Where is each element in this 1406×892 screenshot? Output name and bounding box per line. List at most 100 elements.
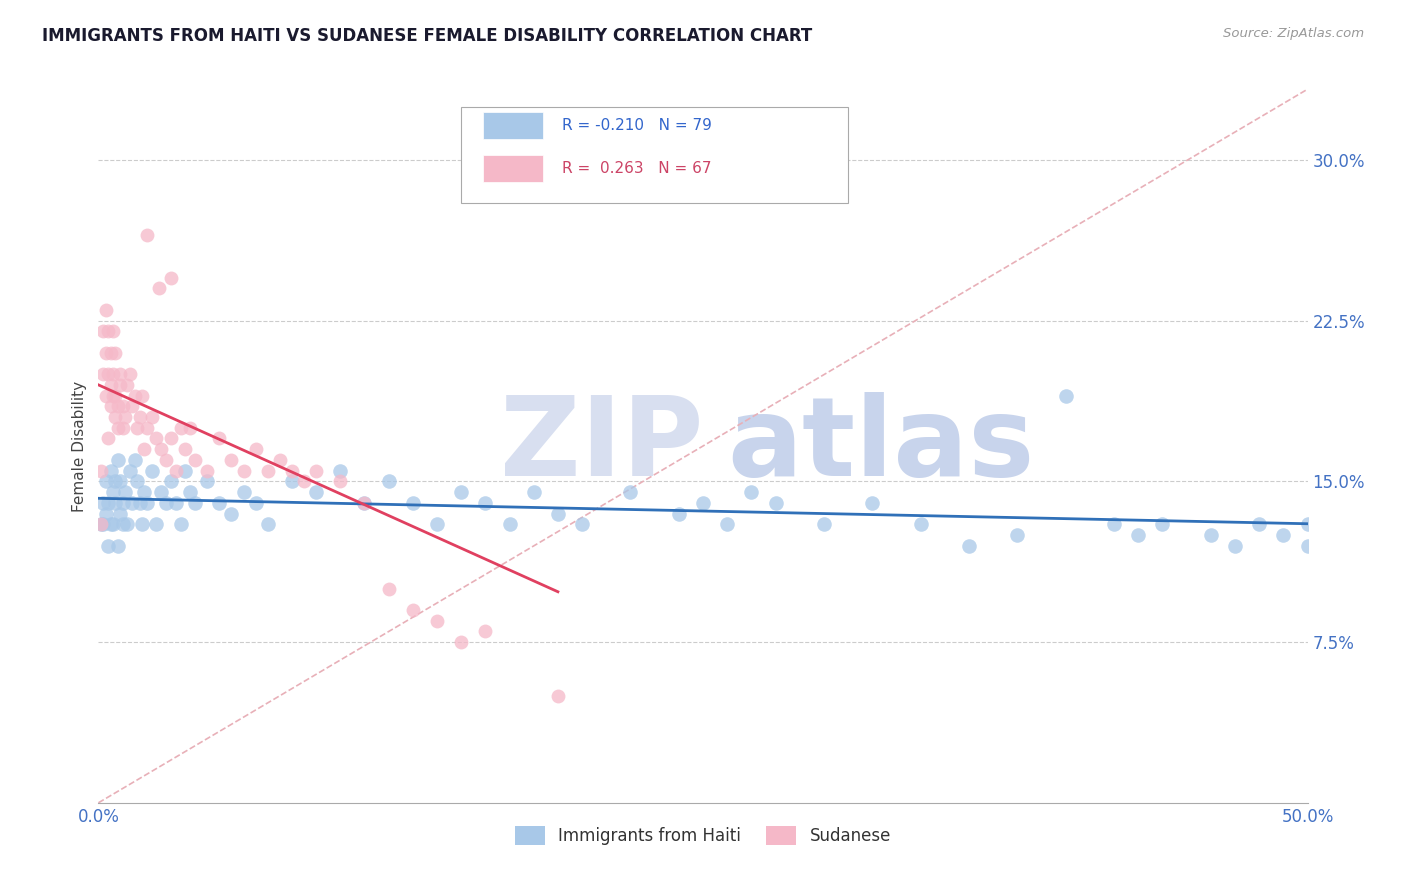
Point [169, 517, 191, 532]
Text: Source: ZipAtlas.com: Source: ZipAtlas.com [1223, 27, 1364, 40]
Point [114, 410, 136, 425]
Point [134, 485, 156, 500]
Point [141, 410, 163, 425]
Point [117, 378, 139, 392]
Text: IMMIGRANTS FROM HAITI VS SUDANESE FEMALE DISABILITY CORRELATION CHART: IMMIGRANTS FROM HAITI VS SUDANESE FEMALE… [42, 27, 813, 45]
FancyBboxPatch shape [461, 107, 848, 203]
Point [91, 368, 114, 382]
Point [101, 324, 124, 338]
Point [195, 464, 218, 478]
Point [145, 432, 167, 446]
Point [474, 496, 496, 510]
Point [145, 517, 167, 532]
Point [232, 464, 254, 478]
Point [111, 400, 134, 414]
Point [155, 496, 177, 510]
Point [131, 389, 153, 403]
Point [523, 485, 546, 500]
Point [281, 475, 304, 489]
Point [118, 368, 141, 382]
Point [104, 345, 127, 359]
Point [377, 475, 399, 489]
Point [100, 378, 122, 392]
Point [100, 400, 122, 414]
Point [1223, 539, 1246, 553]
Point [101, 517, 124, 532]
Point [305, 485, 328, 500]
Point [426, 614, 449, 628]
Point [108, 368, 131, 382]
Point [114, 485, 136, 500]
Point [100, 517, 122, 532]
Point [131, 517, 153, 532]
Point [1249, 517, 1271, 532]
Point [134, 442, 156, 457]
Point [221, 453, 243, 467]
Point [281, 464, 304, 478]
Point [668, 507, 690, 521]
Point [90, 517, 112, 532]
Point [135, 421, 157, 435]
Point [353, 496, 375, 510]
Point [108, 378, 131, 392]
Point [94, 475, 117, 489]
Point [155, 453, 177, 467]
Point [402, 496, 425, 510]
Point [221, 507, 243, 521]
Point [100, 464, 122, 478]
Point [353, 496, 375, 510]
Point [377, 582, 399, 596]
Point [100, 345, 122, 359]
Point [184, 496, 207, 510]
Point [245, 496, 267, 510]
Point [1296, 539, 1319, 553]
Point [305, 464, 328, 478]
Point [547, 507, 569, 521]
Point [174, 442, 197, 457]
Point [150, 485, 173, 500]
Point [117, 517, 139, 532]
Point [169, 421, 191, 435]
Point [127, 475, 149, 489]
Point [1199, 528, 1222, 542]
Point [1296, 517, 1319, 532]
Point [124, 453, 146, 467]
Point [94, 345, 117, 359]
FancyBboxPatch shape [482, 155, 543, 182]
Point [135, 227, 157, 242]
Point [104, 496, 127, 510]
Point [91, 496, 114, 510]
Point [1102, 517, 1125, 532]
Point [179, 485, 201, 500]
Point [101, 485, 124, 500]
Point [184, 453, 207, 467]
Point [108, 507, 131, 521]
Point [208, 496, 231, 510]
Point [245, 442, 267, 457]
Point [90, 517, 112, 532]
Point [208, 432, 231, 446]
Point [256, 464, 278, 478]
Point [174, 464, 197, 478]
Point [957, 539, 980, 553]
Point [94, 507, 117, 521]
Text: atlas: atlas [727, 392, 1035, 500]
Point [148, 281, 170, 295]
Point [1054, 389, 1077, 403]
Point [107, 400, 129, 414]
Point [547, 689, 569, 703]
Point [329, 475, 352, 489]
Point [97, 368, 120, 382]
Point [292, 475, 315, 489]
Point [498, 517, 520, 532]
Point [329, 464, 352, 478]
Point [91, 517, 114, 532]
Point [571, 517, 593, 532]
Point [474, 624, 496, 639]
Point [127, 421, 149, 435]
Point [104, 389, 127, 403]
Y-axis label: Female Disability: Female Disability [72, 380, 87, 512]
Point [90, 464, 112, 478]
Point [619, 485, 641, 500]
Text: R =  0.263   N = 67: R = 0.263 N = 67 [561, 161, 711, 176]
